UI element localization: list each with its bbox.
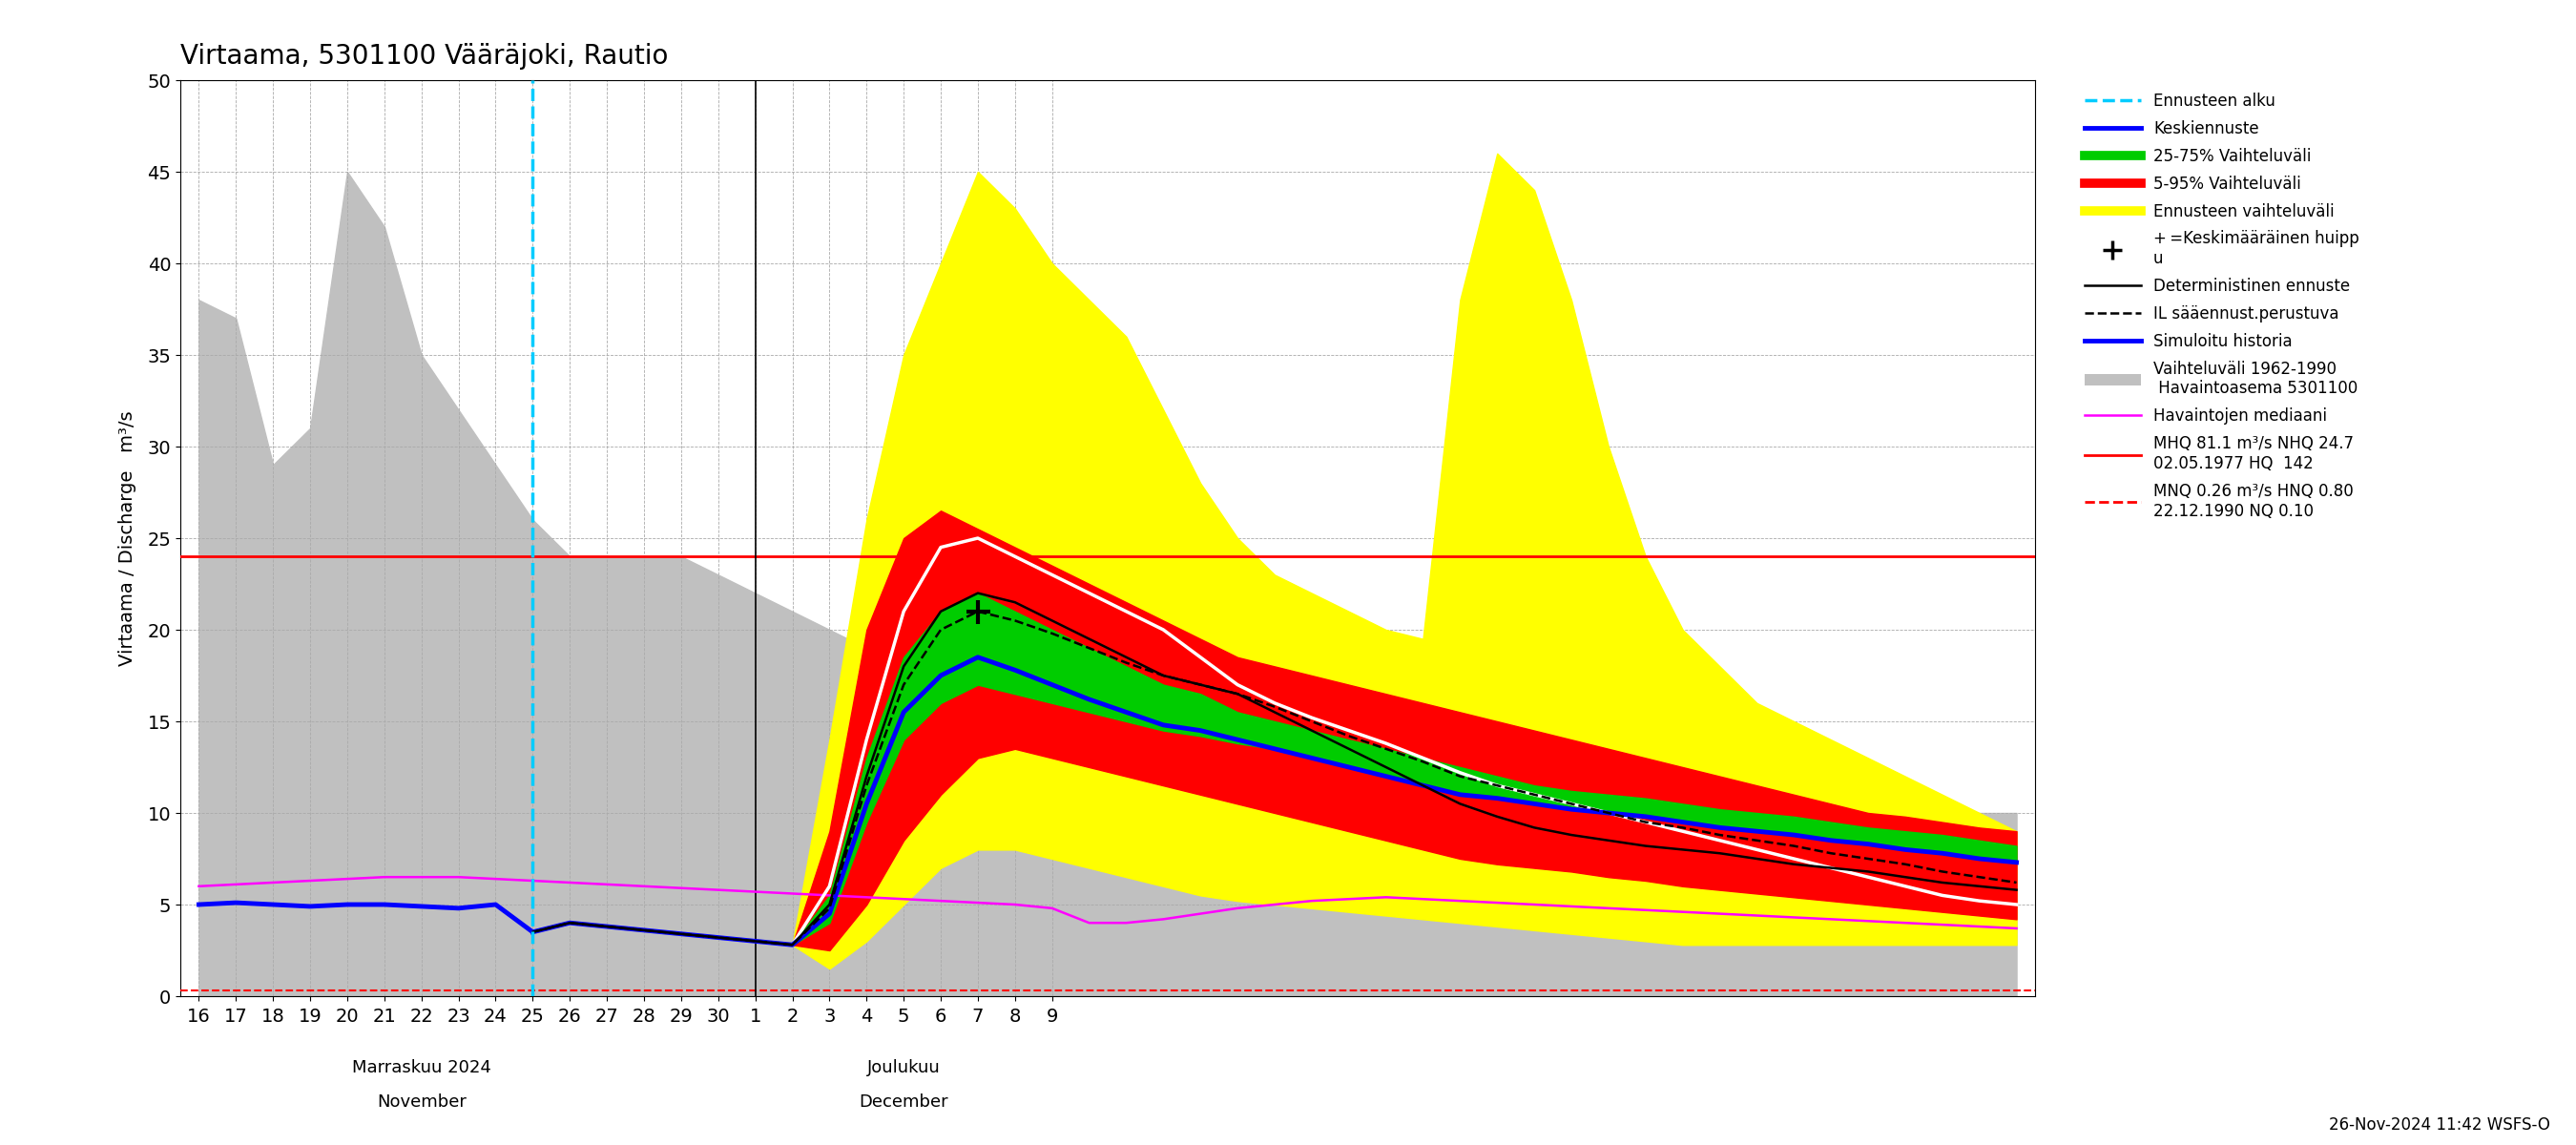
Text: Virtaama, 5301100 Vääräjoki, Rautio: Virtaama, 5301100 Vääräjoki, Rautio [180,44,667,70]
Y-axis label: Virtaama / Discharge   m³/s: Virtaama / Discharge m³/s [118,410,137,666]
Text: Joulukuu: Joulukuu [868,1059,940,1076]
Text: December: December [858,1093,948,1111]
Text: November: November [376,1093,466,1111]
Legend: Ennusteen alku, Keskiennuste, 25-75% Vaihteluväli, 5-95% Vaihteluväli, Ennusteen: Ennusteen alku, Keskiennuste, 25-75% Vai… [2079,88,2365,524]
Text: Marraskuu 2024: Marraskuu 2024 [353,1059,492,1076]
Text: 26-Nov-2024 11:42 WSFS-O: 26-Nov-2024 11:42 WSFS-O [2329,1116,2550,1134]
